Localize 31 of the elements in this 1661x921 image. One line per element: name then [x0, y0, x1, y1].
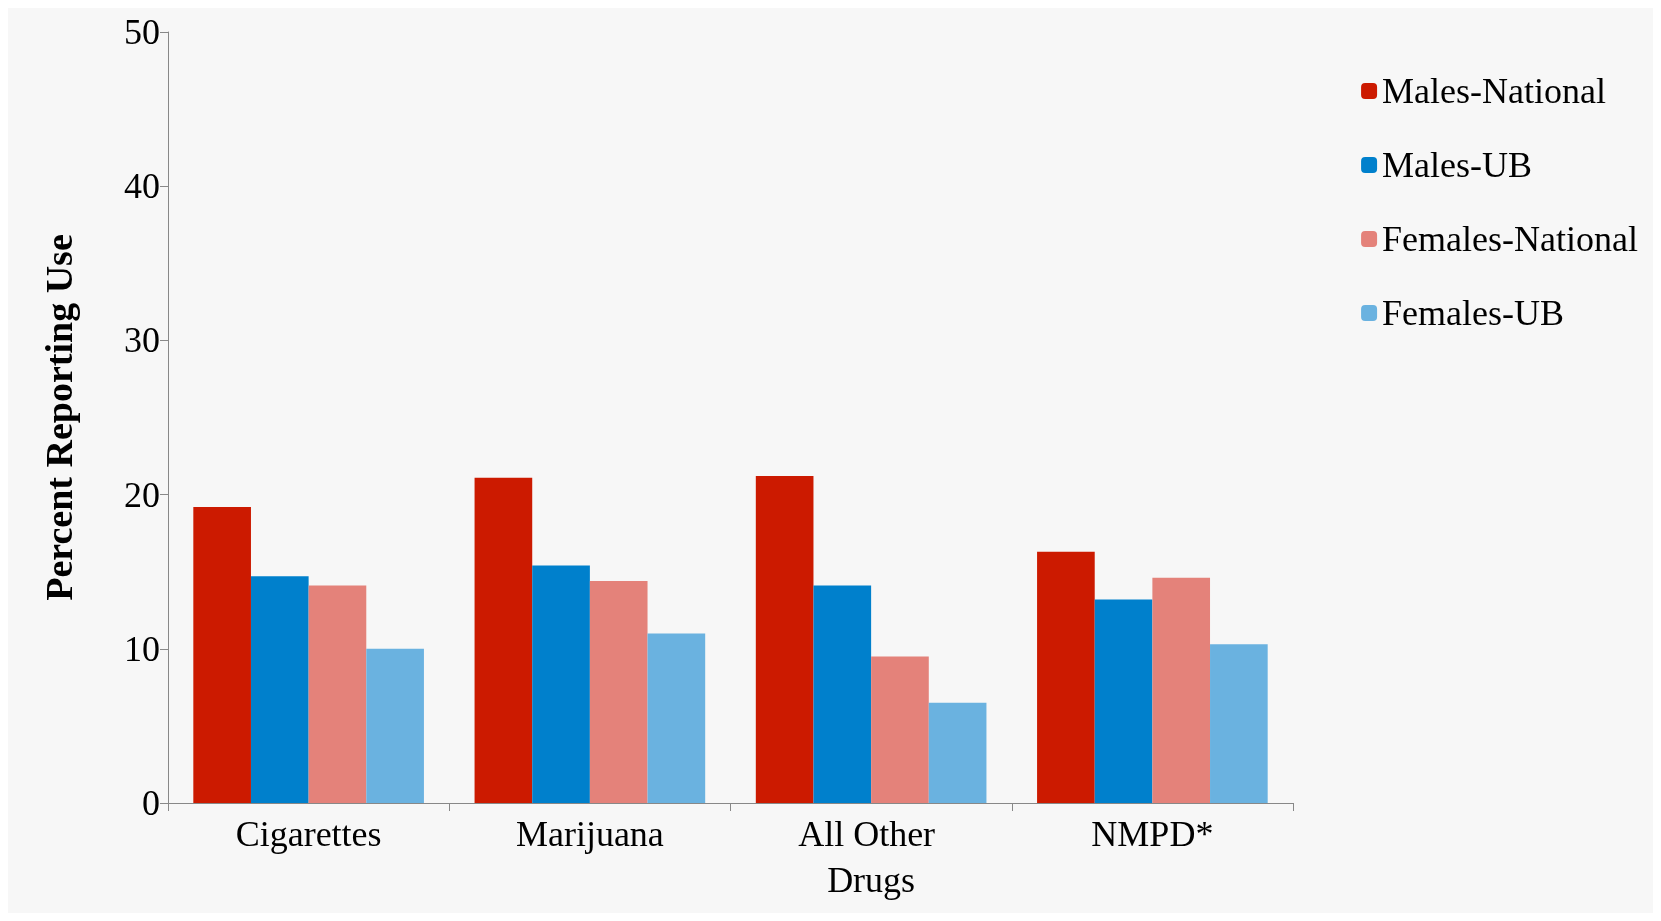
- legend-label: Males-UB: [1382, 145, 1533, 185]
- y-axis-title: Percent Reporting Use: [38, 234, 80, 601]
- bar: [193, 506, 251, 803]
- legend-label: Females-UB: [1382, 293, 1565, 333]
- y-tick-label: 40: [124, 166, 160, 207]
- y-tick-label: 10: [124, 628, 160, 669]
- legend-label: Males-National: [1382, 71, 1607, 111]
- bar: [1152, 577, 1211, 803]
- y-tick-label: 50: [124, 12, 160, 52]
- bar: [366, 648, 424, 803]
- bar: [928, 702, 987, 803]
- bar: [250, 576, 309, 803]
- bar: [755, 476, 814, 803]
- x-tick-label: NMPD*: [1091, 814, 1214, 854]
- bar: [647, 633, 706, 803]
- x-tick-label: Cigarettes: [235, 814, 382, 854]
- bar: [1210, 644, 1268, 803]
- bar: [589, 580, 648, 803]
- bar: [532, 565, 590, 803]
- bar: [1094, 599, 1153, 803]
- bar: [871, 656, 929, 803]
- bar: [1037, 551, 1095, 803]
- y-tick-label: 30: [124, 320, 160, 361]
- x-tick-label: All Other Drugs: [798, 814, 945, 900]
- y-tick-label: 20: [124, 474, 160, 515]
- legend-label: Females-National: [1382, 219, 1638, 259]
- bar: [813, 585, 872, 803]
- bar: [474, 477, 533, 803]
- y-tick-label: 0: [142, 783, 160, 823]
- x-tick-label: Marijuana: [515, 814, 664, 854]
- bar: [308, 585, 367, 803]
